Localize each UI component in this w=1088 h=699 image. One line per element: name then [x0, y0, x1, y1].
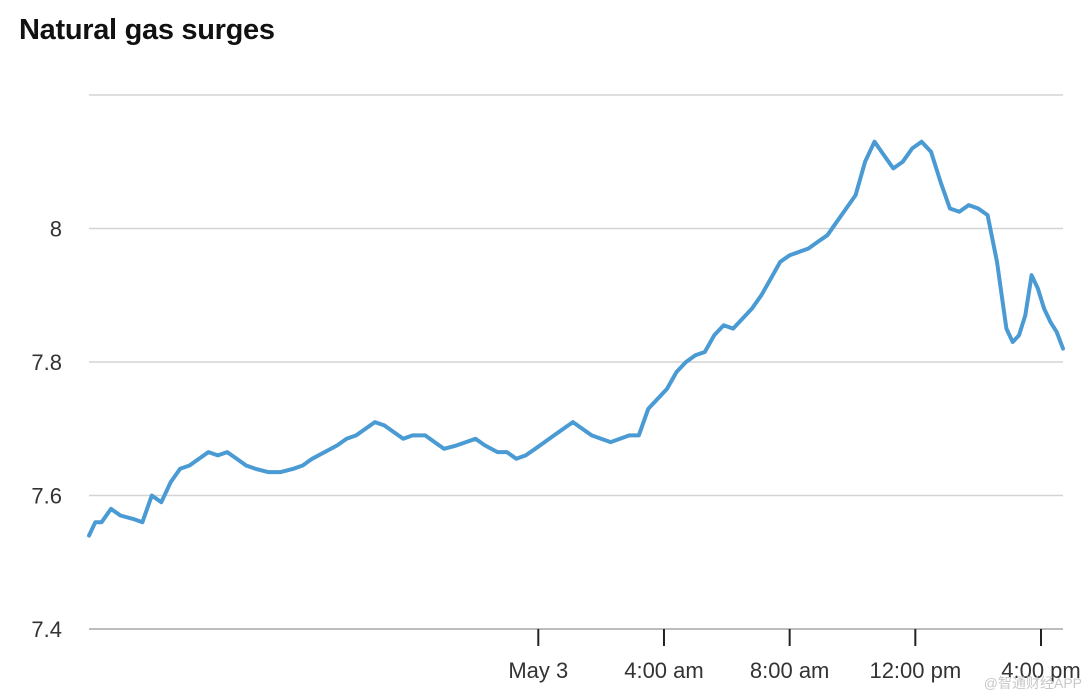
y-tick-label: 8 — [50, 217, 62, 242]
series-line — [87, 139, 1065, 538]
x-tick-label: 4:00 pm — [1001, 658, 1081, 683]
x-tick-label: 12:00 pm — [869, 658, 961, 683]
x-tick-label: 4:00 am — [624, 658, 704, 683]
y-tick-label: 7.6 — [31, 484, 62, 509]
x-tick-label: 8:00 am — [750, 658, 830, 683]
watermark: @智通财经APP — [983, 675, 1082, 691]
chart-title: Natural gas surges — [19, 14, 275, 46]
y-tick-label: 7.8 — [31, 350, 62, 375]
y-tick-label: 7.4 — [31, 617, 62, 642]
x-tick-label: May 3 — [508, 658, 568, 683]
